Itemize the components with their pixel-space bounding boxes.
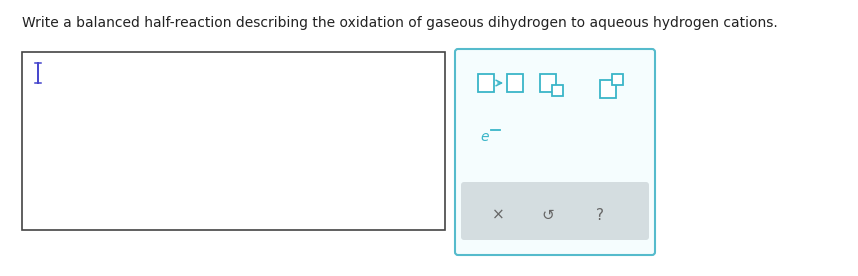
Text: ↺: ↺ — [541, 208, 554, 222]
Bar — [600, 80, 616, 98]
Bar — [478, 74, 494, 92]
Text: ?: ? — [596, 208, 604, 222]
Bar — [22, 52, 445, 230]
FancyBboxPatch shape — [455, 49, 655, 255]
Text: Write a balanced half-reaction describing the oxidation of gaseous dihydrogen to: Write a balanced half-reaction describin… — [22, 16, 777, 30]
Bar — [507, 74, 523, 92]
Bar — [540, 74, 556, 92]
Bar — [552, 85, 563, 96]
FancyBboxPatch shape — [461, 182, 649, 240]
Text: $\it{e}$: $\it{e}$ — [480, 130, 490, 144]
Text: ×: × — [492, 208, 505, 222]
Bar — [612, 74, 623, 85]
